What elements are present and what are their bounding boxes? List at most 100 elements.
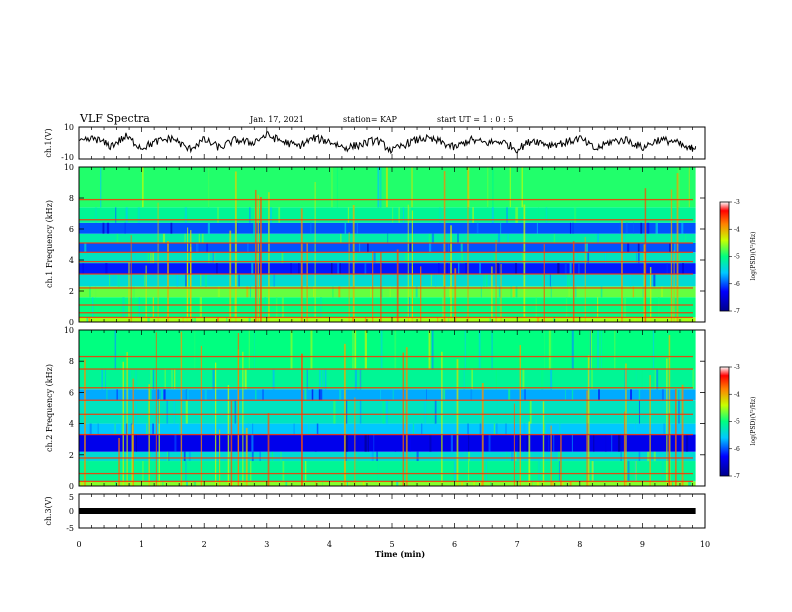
spectrogram-speckle xyxy=(144,273,146,287)
transmitter-line xyxy=(79,316,693,319)
spectrogram-speckle xyxy=(500,222,502,234)
spectrogram-speckle xyxy=(149,451,151,462)
spectrogram-speckle xyxy=(550,286,552,298)
spectrogram-speckle xyxy=(467,423,469,435)
spectrogram-speckle xyxy=(234,400,237,424)
ch3-ytick-mid: 0 xyxy=(69,507,74,516)
colorbar-tick-label: -4 xyxy=(734,226,740,233)
spectrogram-speckle xyxy=(147,252,150,264)
transmitter-line xyxy=(79,251,693,253)
sferic-streak xyxy=(268,192,270,322)
spectrogram-speckle xyxy=(654,369,656,390)
spectrogram-speckle xyxy=(290,330,293,369)
ch3-ytick-bottom: -5 xyxy=(66,524,74,533)
spectrogram-speckle xyxy=(183,451,186,462)
spectrogram-speckle xyxy=(471,369,473,390)
sferic-streak xyxy=(407,204,409,322)
spectrogram-speckle xyxy=(199,297,203,318)
spectrogram-speckle xyxy=(200,273,202,287)
transmitter-line xyxy=(79,312,693,314)
spectrogram-speckle xyxy=(670,481,673,486)
spectrogram-speckle xyxy=(535,297,537,318)
spectrogram-speckle xyxy=(347,207,350,223)
sferic-streak xyxy=(214,362,217,486)
spectrogram-speckle xyxy=(620,451,622,462)
spectrogram-speckle xyxy=(282,461,285,482)
sferic-streak xyxy=(584,236,586,322)
sferic-streak xyxy=(519,345,522,486)
x-axis-label: Time (min) xyxy=(375,549,425,559)
sferic-streak xyxy=(180,331,183,486)
spectrogram-speckle xyxy=(310,330,313,369)
spectrogram-speckle xyxy=(557,451,560,462)
spectrogram-speckle xyxy=(333,400,336,424)
spectrogram-speckle xyxy=(537,461,541,482)
spectrogram-speckle xyxy=(558,461,560,482)
spectrogram-speckle xyxy=(438,263,440,274)
spectrogram-speckle xyxy=(362,481,365,486)
transmitter-line xyxy=(79,457,693,459)
sferic-streak xyxy=(396,249,399,322)
spectrogram-speckle xyxy=(635,252,637,264)
ch1-waveform-panel: 10 -10 ch.1(V) xyxy=(44,123,706,162)
spectrogram-speckle xyxy=(304,461,307,482)
spectrogram-speckle xyxy=(574,207,577,223)
spectrogram-speckle xyxy=(476,222,479,234)
spectrogram-speckle xyxy=(429,434,432,452)
spectrogram-speckle xyxy=(204,389,207,401)
sferic-streak xyxy=(666,358,668,486)
spectrogram-speckle xyxy=(604,434,607,452)
spectrogram-speckle xyxy=(627,242,630,253)
spectrogram-speckle xyxy=(184,207,187,223)
spectrogram-band xyxy=(79,167,705,208)
spectrogram-speckle xyxy=(437,317,439,322)
spectrogram-speckle xyxy=(685,434,689,452)
ch2-ylabel-frequency: ch.2 Frequency (kHz) xyxy=(45,364,54,452)
spectrogram-speckle xyxy=(526,434,528,452)
spectrogram-speckle xyxy=(518,434,520,452)
spectrogram-speckle xyxy=(245,400,248,424)
spectrogram-speckle xyxy=(461,252,464,264)
transmitter-line xyxy=(79,433,693,436)
spectrogram-speckle xyxy=(369,451,373,462)
spectrogram-band xyxy=(79,222,705,234)
spectrogram-speckle xyxy=(601,330,602,369)
spectrogram-speckle xyxy=(561,481,564,486)
spectrogram-speckle xyxy=(254,330,255,369)
spectrogram-speckle xyxy=(692,369,695,390)
spectrogram-speckle xyxy=(185,461,187,482)
spectrogram-speckle xyxy=(311,389,314,401)
time-tick-label: 10 xyxy=(700,540,710,549)
spectrogram-speckle xyxy=(80,252,82,264)
spectrogram-speckle xyxy=(682,263,684,274)
no-data-strip xyxy=(695,167,705,322)
spectrogram-speckle xyxy=(464,330,466,369)
spectrogram-speckle xyxy=(498,286,501,298)
spectrogram-speckle xyxy=(578,263,580,274)
spectrogram-speckle xyxy=(193,330,196,369)
spectrogram-speckle xyxy=(355,252,357,264)
spectrogram-speckle xyxy=(217,317,219,322)
sferic-streak xyxy=(405,347,408,486)
sferic-streak xyxy=(254,189,257,322)
spectrogram-speckle xyxy=(541,273,544,287)
spectrogram-speckle xyxy=(497,317,500,322)
spectrogram-speckle xyxy=(403,207,405,223)
spectrogram-speckle xyxy=(88,317,91,322)
spectrogram-band xyxy=(79,434,705,452)
spectrogram-speckle xyxy=(571,330,574,369)
spectrogram-speckle xyxy=(569,263,572,274)
spectrogram-speckle xyxy=(652,330,655,369)
spectrogram-speckle xyxy=(499,297,501,318)
spectrogram-speckle xyxy=(434,273,437,287)
spectrogram-speckle xyxy=(278,207,281,223)
spectrogram-speckle xyxy=(409,434,411,452)
sferic-streak xyxy=(126,352,128,486)
sferic-streak xyxy=(242,351,244,486)
spectrogram-speckle xyxy=(185,233,188,243)
sferic-streak xyxy=(550,425,552,486)
spectrogram-speckle xyxy=(538,207,539,223)
spectrogram-speckle xyxy=(409,242,412,253)
spectrogram-speckle xyxy=(439,207,442,223)
